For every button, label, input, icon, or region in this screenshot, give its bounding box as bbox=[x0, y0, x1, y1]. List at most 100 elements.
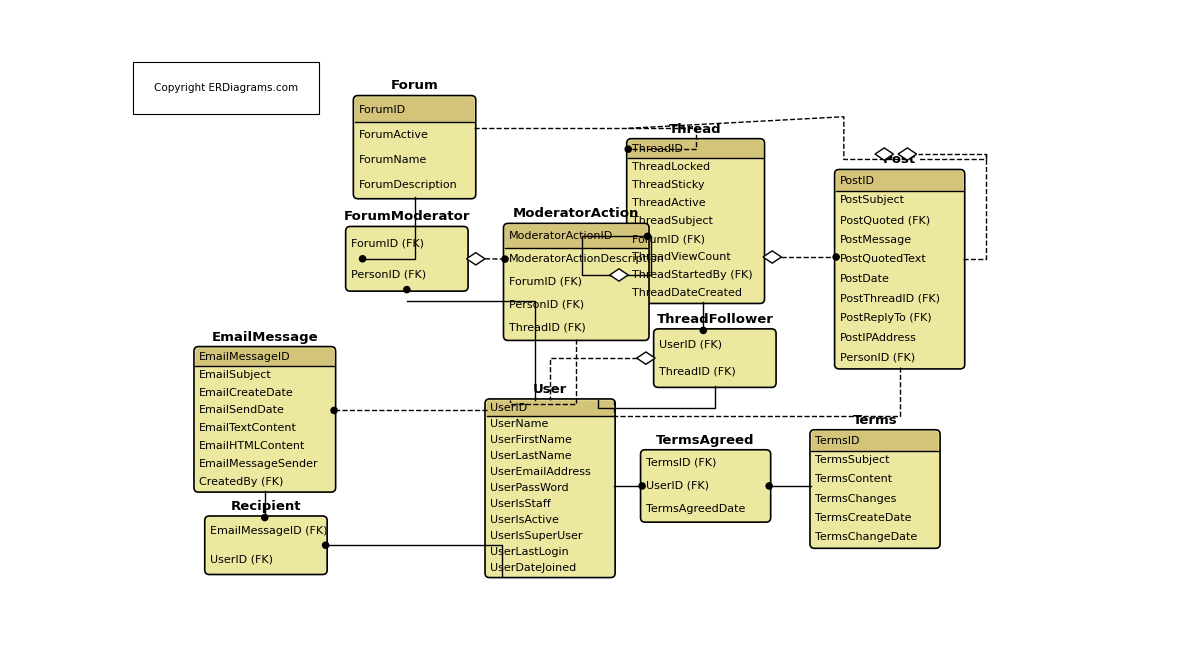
Circle shape bbox=[625, 146, 632, 152]
Text: ThreadActive: ThreadActive bbox=[632, 198, 706, 208]
FancyBboxPatch shape bbox=[628, 140, 763, 159]
Text: Copyright ERDiagrams.com: Copyright ERDiagrams.com bbox=[154, 84, 298, 94]
FancyBboxPatch shape bbox=[355, 97, 474, 123]
FancyBboxPatch shape bbox=[194, 347, 336, 492]
Text: PersonID (FK): PersonID (FK) bbox=[351, 269, 426, 279]
Text: ForumName: ForumName bbox=[358, 155, 427, 165]
Text: ForumID (FK): ForumID (FK) bbox=[351, 238, 424, 248]
FancyBboxPatch shape bbox=[505, 225, 647, 248]
Text: UserLastLogin: UserLastLogin bbox=[491, 547, 569, 557]
FancyBboxPatch shape bbox=[836, 171, 963, 192]
Polygon shape bbox=[609, 269, 628, 281]
FancyBboxPatch shape bbox=[354, 96, 476, 199]
Text: EmailCreateDate: EmailCreateDate bbox=[200, 387, 295, 397]
Polygon shape bbox=[898, 148, 917, 160]
Text: PostQuotedText: PostQuotedText bbox=[840, 255, 926, 265]
Polygon shape bbox=[875, 148, 893, 160]
FancyBboxPatch shape bbox=[834, 170, 964, 369]
Text: UserLastName: UserLastName bbox=[491, 452, 573, 462]
Text: ThreadViewCount: ThreadViewCount bbox=[632, 252, 731, 262]
Text: ThreadSticky: ThreadSticky bbox=[632, 180, 705, 190]
Text: TermsSubject: TermsSubject bbox=[815, 455, 890, 465]
Text: ForumActive: ForumActive bbox=[358, 130, 428, 140]
Circle shape bbox=[323, 542, 329, 548]
Text: User: User bbox=[534, 383, 567, 396]
Text: PostThreadID (FK): PostThreadID (FK) bbox=[840, 294, 940, 304]
Text: ThreadLocked: ThreadLocked bbox=[632, 162, 710, 172]
FancyBboxPatch shape bbox=[640, 450, 770, 522]
Text: Thread: Thread bbox=[670, 123, 722, 136]
Text: ForumDescription: ForumDescription bbox=[358, 180, 458, 190]
Text: TermsChanges: TermsChanges bbox=[815, 494, 897, 504]
Text: ModeratorActionDescription: ModeratorActionDescription bbox=[509, 254, 665, 264]
Text: TermsID: TermsID bbox=[815, 436, 860, 446]
Circle shape bbox=[331, 407, 337, 413]
Text: TermsChangeDate: TermsChangeDate bbox=[815, 532, 918, 542]
Text: ThreadID (FK): ThreadID (FK) bbox=[509, 323, 586, 333]
Text: EmailSubject: EmailSubject bbox=[200, 370, 272, 380]
Circle shape bbox=[767, 483, 772, 489]
Text: UserEmailAddress: UserEmailAddress bbox=[491, 468, 592, 478]
Polygon shape bbox=[763, 251, 782, 263]
Text: Forum: Forum bbox=[390, 79, 439, 92]
Circle shape bbox=[360, 256, 366, 262]
Text: TermsContent: TermsContent bbox=[815, 474, 892, 484]
Circle shape bbox=[261, 514, 267, 520]
Text: ThreadID: ThreadID bbox=[632, 144, 683, 154]
Text: EmailMessageID (FK): EmailMessageID (FK) bbox=[211, 526, 328, 536]
Text: PostQuoted (FK): PostQuoted (FK) bbox=[840, 215, 930, 225]
Text: ThreadFollower: ThreadFollower bbox=[657, 313, 774, 326]
Text: ModeratorAction: ModeratorAction bbox=[513, 207, 640, 220]
Text: PersonID (FK): PersonID (FK) bbox=[840, 353, 916, 363]
FancyBboxPatch shape bbox=[195, 348, 334, 367]
Circle shape bbox=[700, 327, 706, 333]
FancyBboxPatch shape bbox=[810, 430, 940, 548]
Circle shape bbox=[645, 233, 651, 239]
Text: UserID (FK): UserID (FK) bbox=[646, 481, 709, 491]
Text: CreatedBy (FK): CreatedBy (FK) bbox=[200, 477, 284, 487]
Text: UserID (FK): UserID (FK) bbox=[659, 339, 722, 349]
Text: Recipient: Recipient bbox=[231, 500, 302, 513]
Text: EmailMessageID: EmailMessageID bbox=[200, 352, 291, 362]
Text: Post: Post bbox=[883, 154, 916, 166]
Text: PostMessage: PostMessage bbox=[840, 234, 912, 244]
FancyBboxPatch shape bbox=[812, 432, 938, 452]
Text: ForumID: ForumID bbox=[358, 105, 406, 115]
FancyBboxPatch shape bbox=[485, 399, 615, 578]
Text: TermsID (FK): TermsID (FK) bbox=[646, 458, 717, 468]
Circle shape bbox=[639, 483, 645, 489]
Text: ThreadID (FK): ThreadID (FK) bbox=[659, 367, 736, 377]
Text: EmailTextContent: EmailTextContent bbox=[200, 424, 297, 434]
Text: ThreadStartedBy (FK): ThreadStartedBy (FK) bbox=[632, 270, 752, 280]
Text: EmailSendDate: EmailSendDate bbox=[200, 405, 285, 415]
Text: UserID: UserID bbox=[491, 403, 528, 413]
Text: PersonID (FK): PersonID (FK) bbox=[509, 300, 584, 310]
Text: EmailMessageSender: EmailMessageSender bbox=[200, 459, 319, 469]
Circle shape bbox=[833, 254, 839, 260]
Polygon shape bbox=[466, 253, 485, 265]
Text: EmailHTMLContent: EmailHTMLContent bbox=[200, 441, 305, 451]
Circle shape bbox=[403, 287, 411, 293]
Text: TermsCreateDate: TermsCreateDate bbox=[815, 513, 912, 523]
Text: ForumID (FK): ForumID (FK) bbox=[632, 234, 705, 244]
Text: TermsAgreedDate: TermsAgreedDate bbox=[646, 504, 745, 514]
Polygon shape bbox=[636, 352, 655, 364]
Circle shape bbox=[502, 256, 509, 262]
Text: TermsAgreed: TermsAgreed bbox=[657, 434, 755, 447]
Text: UserDateJoined: UserDateJoined bbox=[491, 563, 576, 573]
Text: Terms: Terms bbox=[853, 413, 898, 427]
Text: ModeratorActionID: ModeratorActionID bbox=[509, 231, 613, 241]
Text: UserFirstName: UserFirstName bbox=[491, 436, 573, 446]
Text: UserIsStaff: UserIsStaff bbox=[491, 499, 551, 509]
FancyBboxPatch shape bbox=[627, 139, 764, 303]
Text: ThreadSubject: ThreadSubject bbox=[632, 216, 713, 226]
FancyBboxPatch shape bbox=[486, 401, 614, 418]
Text: PostReplyTo (FK): PostReplyTo (FK) bbox=[840, 313, 931, 323]
FancyBboxPatch shape bbox=[205, 516, 328, 574]
Text: UserID (FK): UserID (FK) bbox=[211, 554, 273, 564]
FancyBboxPatch shape bbox=[345, 226, 468, 291]
Text: ForumModerator: ForumModerator bbox=[343, 210, 470, 223]
Text: EmailMessage: EmailMessage bbox=[212, 331, 318, 343]
Text: PostIPAddress: PostIPAddress bbox=[840, 333, 917, 343]
Text: PostSubject: PostSubject bbox=[840, 196, 905, 206]
